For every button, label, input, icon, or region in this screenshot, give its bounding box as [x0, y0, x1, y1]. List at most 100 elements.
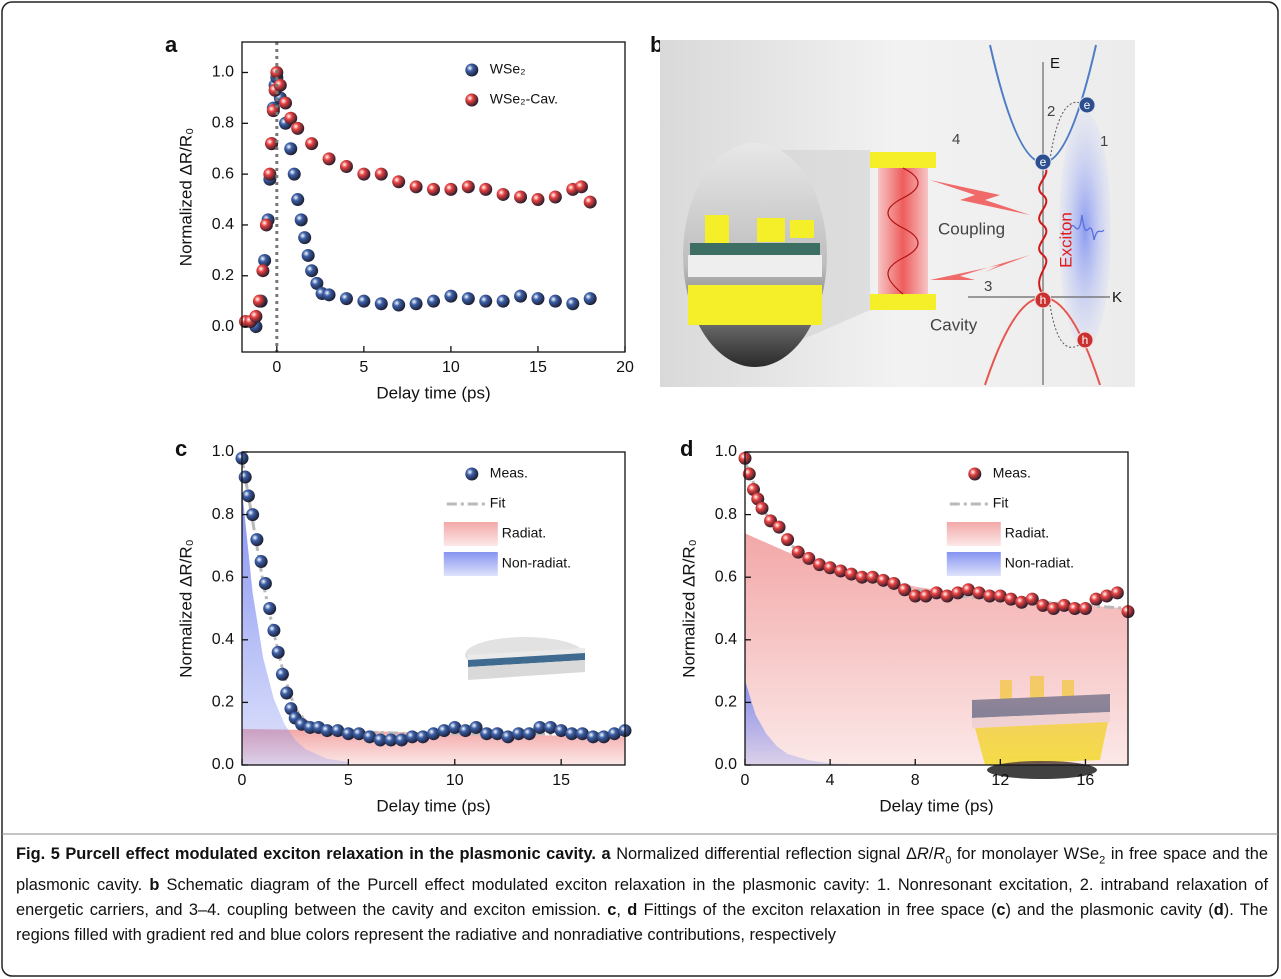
coupling-label: Coupling: [938, 219, 1005, 238]
point: [238, 470, 252, 484]
panel-b: b e e h h E K 1 2 3: [650, 32, 1135, 387]
caption-text: in free space and the plasmonic cavity.: [16, 845, 1268, 895]
legend-label: Radiat.: [502, 525, 546, 541]
point: [263, 602, 277, 615]
exciton-label: Exciton: [1056, 212, 1075, 268]
point: [1036, 598, 1050, 612]
point: [254, 555, 268, 569]
axis-label: K: [1112, 289, 1122, 306]
point: [258, 576, 272, 590]
point: [273, 78, 287, 92]
mirror: [870, 152, 936, 168]
point: [322, 152, 336, 166]
point: [1100, 589, 1114, 603]
point: [458, 724, 472, 738]
point: [1068, 602, 1082, 615]
caption-ref: b: [149, 876, 160, 895]
point: [341, 727, 355, 741]
y-tick-label: 0.4: [715, 631, 737, 648]
point: [1057, 598, 1071, 612]
caption-title: Fig. 5 Purcell effect modulated exciton …: [16, 845, 596, 863]
point: [983, 589, 997, 603]
legend-marker: [443, 552, 498, 576]
y-tick-label: 0.6: [212, 165, 234, 182]
x-tick-label: 16: [1077, 772, 1095, 789]
x-axis-label: Delay time (ps): [376, 796, 490, 815]
point: [301, 248, 315, 262]
legend-label: WSe₂-Cav.: [490, 91, 558, 107]
point: [275, 667, 289, 681]
point: [781, 533, 795, 547]
point: [514, 190, 528, 204]
point: [427, 727, 440, 741]
cavity-field: [878, 168, 928, 294]
caption-ref: a: [601, 845, 611, 863]
y-axis-label: Normalized ΔR/R₀: [176, 539, 195, 677]
y-axis-label: Normalized ΔR/R₀: [176, 128, 195, 266]
caption-text: R: [916, 845, 929, 863]
caption-text: R: [933, 845, 946, 863]
caption-text: ) and the plasmonic cavity (: [1005, 901, 1214, 920]
point: [405, 730, 419, 744]
gold-pad: [757, 218, 785, 242]
point: [427, 182, 440, 196]
point: [479, 182, 493, 196]
point: [930, 586, 943, 600]
x-tick-label: 4: [826, 772, 835, 789]
point: [310, 276, 324, 290]
point: [320, 724, 334, 738]
y-tick-label: 0.2: [212, 694, 234, 711]
point: [246, 508, 260, 522]
legend-label: Fit: [490, 495, 506, 511]
point: [331, 724, 345, 738]
panel-label: d: [680, 436, 693, 461]
coupling-bolt: [930, 180, 1030, 215]
point: [267, 623, 281, 637]
point: [339, 292, 353, 306]
point: [258, 254, 272, 268]
legend-marker: [443, 522, 498, 546]
point: [444, 289, 458, 303]
point: [533, 720, 547, 734]
point: [908, 589, 922, 603]
y-tick-label: 1.0: [715, 443, 737, 460]
area: [745, 680, 852, 765]
caption-ref: c: [607, 901, 617, 920]
point: [294, 213, 308, 227]
x-tick-label: 15: [529, 359, 547, 376]
point: [461, 180, 475, 194]
point: [469, 720, 483, 734]
point: [575, 727, 589, 741]
y-tick-label: 0.2: [212, 267, 234, 284]
x-tick-label: 12: [991, 772, 1009, 789]
hole-label: h: [1082, 333, 1089, 347]
x-tick-label: 0: [238, 772, 247, 789]
point: [742, 467, 756, 481]
caption-text: Fittings of the exciton relaxation in fr…: [643, 901, 997, 920]
point: [791, 545, 805, 559]
point: [583, 292, 597, 306]
caption-text: Normalized differential reflection signa…: [616, 845, 917, 863]
point: [374, 167, 388, 181]
y-tick-label: 0.0: [212, 318, 234, 335]
point: [284, 142, 298, 156]
point: [409, 180, 423, 194]
point: [374, 297, 388, 311]
area: [242, 489, 349, 765]
point: [284, 111, 298, 125]
inset-device-c: [465, 637, 585, 680]
axis-label: E: [1050, 55, 1060, 72]
point: [855, 570, 869, 584]
point: [249, 309, 263, 323]
point: [409, 297, 423, 311]
legend-marker: [968, 467, 982, 481]
point: [392, 175, 406, 189]
point: [291, 193, 305, 207]
gold-pad: [705, 215, 729, 243]
excitation-wave: [1069, 214, 1105, 241]
point: [241, 489, 255, 503]
panel-label: c: [175, 436, 187, 461]
point: [363, 730, 377, 744]
point: [280, 686, 294, 700]
